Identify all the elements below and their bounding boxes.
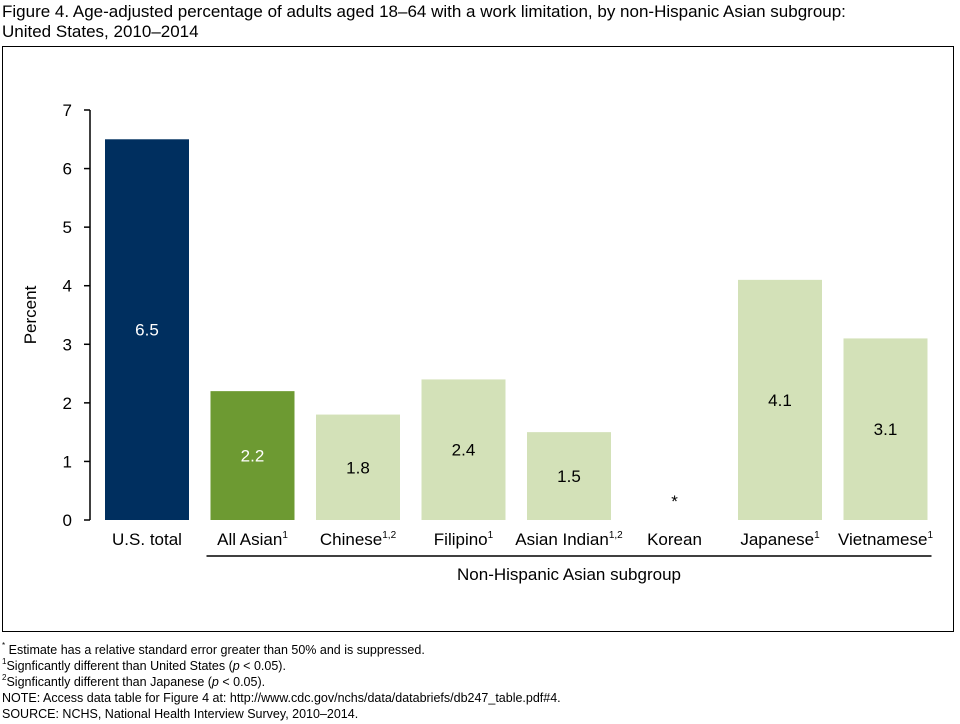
bar <box>210 391 295 520</box>
data-label: 3.1 <box>874 420 898 439</box>
y-axis-label: Percent <box>21 285 40 344</box>
figure-title-line-1: Figure 4. Age-adjusted percentage of adu… <box>2 2 846 21</box>
x-tick-label: Filipino1 <box>434 530 494 549</box>
footnote-suppressed: * Estimate has a relative standard error… <box>2 642 952 658</box>
footnote-text: < 0.05). <box>239 659 286 673</box>
footnote-marker: 2 <box>2 673 7 682</box>
bar <box>421 379 506 520</box>
footnote-marker: 1 <box>2 657 7 666</box>
y-tick-label: 3 <box>63 335 72 354</box>
bar <box>843 338 928 520</box>
x-tick-label: Japanese1 <box>740 530 820 549</box>
y-tick-label: 0 <box>63 511 72 530</box>
x-axis-label: Non-Hispanic Asian subgroup <box>457 565 681 584</box>
x-tick-label: Asian Indian1,2 <box>515 530 623 549</box>
y-tick-label: 2 <box>63 394 72 413</box>
footnotes: * Estimate has a relative standard error… <box>2 642 952 722</box>
footnote-text: Estimate has a relative standard error g… <box>8 643 425 657</box>
figure-title: Figure 4. Age-adjusted percentage of adu… <box>2 2 952 42</box>
y-tick-label: 6 <box>63 160 72 179</box>
x-tick-label: Korean <box>647 530 702 549</box>
y-tick-label: 1 <box>63 452 72 471</box>
y-tick-label: 4 <box>63 277 72 296</box>
data-label: 2.4 <box>452 441 476 460</box>
source-line: SOURCE: NCHS, National Health Interview … <box>2 707 359 721</box>
p-symbol: p <box>211 675 219 689</box>
data-label: 2.2 <box>241 447 265 466</box>
p-symbol: p <box>232 659 240 673</box>
bar <box>316 414 400 520</box>
figure-title-line-2: United States, 2010–2014 <box>2 22 199 41</box>
data-label: 6.5 <box>135 321 159 340</box>
y-tick-label: 7 <box>63 101 72 120</box>
footnote-2: 2Signficantly different than Japanese (p… <box>2 674 952 690</box>
bar <box>105 139 189 520</box>
footnote-text: < 0.05). <box>218 675 266 689</box>
bar-chart: 0 1 2 3 4 5 6 7 Percent Non-Hispanic Asian subgro… <box>21 101 933 584</box>
x-tick-label: All Asian1 <box>217 530 288 549</box>
bar <box>738 279 822 520</box>
x-tick-label: Vietnamese1 <box>838 530 933 549</box>
footnote-marker: * <box>2 641 6 650</box>
footnote-text: Signficantly different than Japanese ( <box>6 675 212 689</box>
data-label: * <box>671 492 678 511</box>
footnote-1: 1Signficantly different than United Stat… <box>2 658 952 674</box>
y-tick-label: 5 <box>63 218 72 237</box>
footnote-text: Signficantly different than United State… <box>6 659 233 673</box>
note-line: NOTE: Access data table for Figure 4 at:… <box>2 691 561 705</box>
bar <box>527 432 611 520</box>
data-label: 1.5 <box>557 467 581 486</box>
x-tick-label: Chinese1,2 <box>320 530 397 549</box>
data-label: 4.1 <box>768 391 792 410</box>
chart-frame: 0 1 2 3 4 5 6 7 Percent Non-Hispanic Asian subgro… <box>2 46 954 632</box>
x-tick-label: U.S. total <box>112 530 182 549</box>
data-label: 1.8 <box>346 458 370 477</box>
